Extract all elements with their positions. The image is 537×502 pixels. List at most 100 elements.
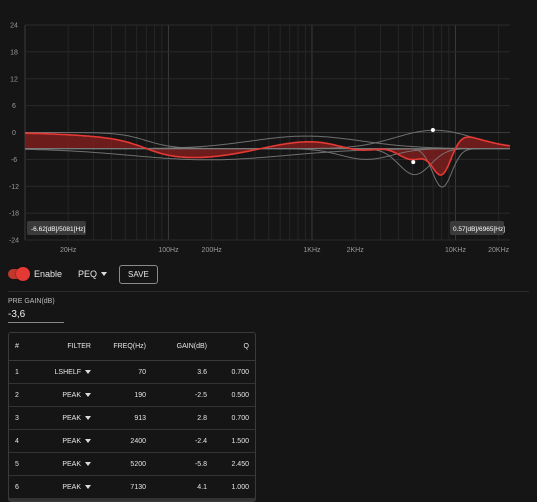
eq-controls: Enable PEQ SAVE [8,264,158,284]
q-cell[interactable]: 0.700 [209,407,255,430]
filter-type-value: PEAK [62,415,81,422]
x-axis-ticks: 20Hz 100Hz 200Hz 1KHz 2KHz 10KHz 20KHz [60,247,510,254]
freq-cell[interactable]: 7130 [95,476,148,499]
q-cell[interactable]: 0.500 [209,384,255,407]
freq-cell[interactable]: 913 [95,407,148,430]
row-index: 2 [9,384,38,407]
x-tick-label: 100Hz [158,247,179,254]
filter-type-select[interactable]: LSHELF [38,361,95,384]
freq-cell[interactable]: 70 [95,361,148,384]
row-index: 5 [9,453,38,476]
save-button[interactable]: SAVE [119,265,158,284]
chevron-down-icon [85,416,91,420]
filter-handle[interactable] [411,160,415,164]
header-q: Q [209,333,255,361]
mode-select[interactable]: PEQ [78,269,107,279]
filter-type-select[interactable]: PEAK [38,499,95,502]
y-tick-label: -12 [9,184,19,191]
filter-type-select[interactable]: PEAK [38,430,95,453]
q-cell[interactable]: 1.000 [209,476,255,499]
q-cell[interactable]: 0.700 [209,361,255,384]
y-tick-label: 18 [10,49,18,56]
x-tick-label: 10KHz [445,247,467,254]
gain-cell[interactable]: 2.8 [148,407,209,430]
chevron-down-icon [85,485,91,489]
y-axis-ticks: 24 18 12 6 0 -6 -12 -18 -24 [9,23,19,245]
filter-type-select[interactable]: PEAK [38,384,95,407]
gain-cell[interactable]: -2.5 [148,384,209,407]
x-tick-label: 20Hz [60,247,77,254]
readout-left-text: -6.62[dB]/5081[Hz] [31,226,85,233]
x-tick-label: 2KHz [347,247,365,254]
x-tick-label: 200Hz [202,247,223,254]
freq-cell[interactable]: 5200 [95,453,148,476]
table-header-row: # FILTER FREQ(Hz) GAIN(dB) Q [9,333,255,361]
chevron-down-icon [85,439,91,443]
gain-cell[interactable]: -2.4 [148,430,209,453]
filter-type-value: PEAK [62,392,81,399]
filter-type-value: PEAK [62,461,81,468]
row-index: 4 [9,430,38,453]
y-tick-label: 0 [12,130,16,137]
chevron-down-icon [85,370,91,374]
response-fill-area [25,133,510,175]
readout-left: -6.62[dB]/5081[Hz] [27,221,86,235]
header-gain: GAIN(dB) [148,333,209,361]
chevron-down-icon [85,462,91,466]
readout-right: 0.57[dB]/6965[Hz] [450,221,505,235]
mode-value: PEQ [78,269,97,279]
freq-cell[interactable]: 8080 [95,499,148,502]
enable-toggle[interactable] [8,269,28,279]
y-tick-label: -24 [9,238,19,245]
row-index: 1 [9,361,38,384]
gain-cell[interactable]: 3.6 [148,361,209,384]
gain-cell[interactable]: 4.1 [148,476,209,499]
x-tick-label: 20KHz [488,247,510,254]
header-index: # [9,333,38,361]
q-cell[interactable]: 2.450 [209,453,255,476]
header-freq: FREQ(Hz) [95,333,148,361]
y-tick-label: -18 [9,211,19,218]
x-tick-label: 1KHz [303,247,321,254]
pregain-label: PRE GAIN(dB) [8,298,55,305]
filter-type-value: PEAK [62,484,81,491]
q-cell[interactable]: 1.500 [209,430,255,453]
enable-label: Enable [34,269,62,279]
y-tick-label: 12 [10,76,18,83]
y-tick-label: 6 [12,103,16,110]
q-cell[interactable]: 4.000 [209,499,255,502]
filter-type-select[interactable]: PEAK [38,476,95,499]
filter-type-select[interactable]: PEAK [38,453,95,476]
filter-type-value: PEAK [62,438,81,445]
gain-cell[interactable]: -5.8 [148,453,209,476]
filter-type-select[interactable]: PEAK [38,407,95,430]
row-index: 3 [9,407,38,430]
freq-cell[interactable]: 2400 [95,430,148,453]
pregain-input[interactable]: -3,6 [8,309,64,323]
filter-type-value: LSHELF [55,369,81,376]
section-divider [8,291,529,292]
header-filter: FILTER [38,333,95,361]
chevron-down-icon [85,393,91,397]
eq-response-chart[interactable]: 24 18 12 6 0 -6 -12 -18 -24 20Hz 100Hz 200Hz 1KHz 2K… [0,0,537,258]
gain-cell[interactable]: -8.6 [148,499,209,502]
y-tick-label: 24 [10,23,18,30]
freq-cell[interactable]: 190 [95,384,148,407]
table-row[interactable]: 7PEAK8080-8.64.000 [9,499,255,502]
filter-handle[interactable] [431,128,435,132]
readout-right-text: 0.57[dB]/6965[Hz] [453,226,505,233]
chevron-down-icon [101,272,107,276]
y-tick-label: -6 [11,157,17,164]
row-index: 6 [9,476,38,499]
response-fill [25,133,510,175]
toggle-knob[interactable] [16,267,30,281]
row-index: 7 [9,499,38,502]
